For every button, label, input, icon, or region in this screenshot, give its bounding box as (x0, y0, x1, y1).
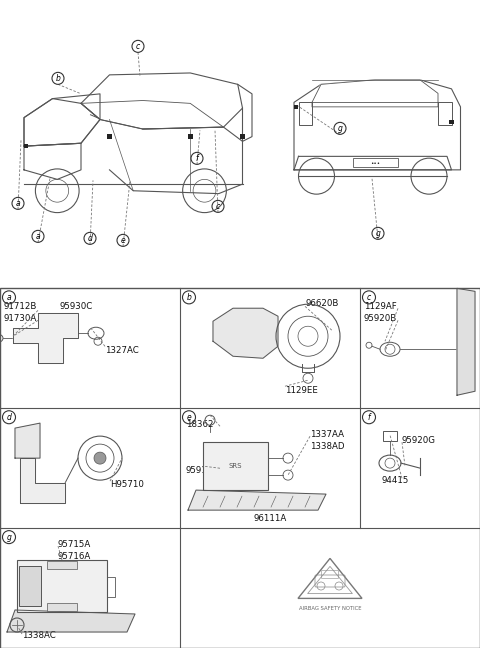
Bar (240, 134, 245, 139)
Polygon shape (457, 288, 475, 395)
Text: c: c (367, 293, 371, 302)
Bar (47, 603, 77, 611)
Text: a: a (7, 293, 12, 302)
Text: 96111A: 96111A (253, 514, 287, 523)
Polygon shape (188, 490, 326, 510)
Bar (47, 561, 77, 569)
Bar (24, 144, 28, 148)
Text: H95710: H95710 (110, 480, 144, 489)
Polygon shape (81, 100, 224, 129)
Polygon shape (213, 308, 278, 358)
Circle shape (94, 452, 106, 464)
Text: 18362: 18362 (186, 420, 214, 429)
Bar (107, 577, 115, 597)
Bar (352, 158, 397, 167)
Text: 95930C: 95930C (60, 302, 93, 311)
Text: a: a (16, 199, 20, 208)
Text: 95715A: 95715A (58, 540, 91, 549)
Text: •••: ••• (370, 161, 380, 166)
Bar (299, 102, 312, 125)
Text: 91712B: 91712B (4, 302, 37, 311)
Bar (19, 566, 41, 606)
Text: 1129AF: 1129AF (364, 302, 397, 311)
Bar (0, 288, 480, 648)
Polygon shape (312, 80, 438, 107)
Polygon shape (13, 313, 78, 364)
Text: 1327AC: 1327AC (105, 346, 139, 355)
Text: c: c (136, 42, 140, 51)
Text: 95920B: 95920B (364, 314, 397, 323)
Bar (203, 442, 268, 490)
Text: d: d (87, 234, 93, 243)
Text: c: c (216, 202, 220, 211)
Bar (438, 102, 452, 125)
Bar (383, 431, 397, 441)
Text: g: g (7, 533, 12, 542)
Text: b: b (187, 293, 192, 302)
Text: f: f (368, 413, 370, 422)
Bar (294, 104, 298, 109)
Text: 95910: 95910 (186, 466, 213, 475)
Bar (107, 134, 112, 139)
Polygon shape (20, 458, 65, 503)
Text: e: e (120, 236, 125, 245)
Text: 94415: 94415 (382, 476, 409, 485)
Text: f: f (196, 154, 198, 163)
Polygon shape (7, 610, 135, 632)
Text: 1338AC: 1338AC (22, 632, 56, 640)
Text: g: g (337, 124, 342, 133)
Polygon shape (24, 94, 100, 146)
Text: 1338AD: 1338AD (310, 442, 345, 451)
Text: 1337AA: 1337AA (310, 430, 344, 439)
Text: e: e (187, 413, 192, 422)
Polygon shape (15, 423, 40, 458)
Text: g: g (375, 229, 381, 238)
Polygon shape (24, 98, 100, 146)
Text: 95716A: 95716A (58, 551, 91, 561)
Text: 96620B: 96620B (305, 299, 338, 308)
Text: 1129EE: 1129EE (285, 386, 318, 395)
Text: 95920G: 95920G (402, 435, 436, 445)
Text: AIRBAG SAFETY NOTICE: AIRBAG SAFETY NOTICE (299, 607, 361, 612)
Polygon shape (294, 80, 460, 170)
Text: d: d (7, 413, 12, 422)
Text: SRS: SRS (228, 463, 242, 469)
Text: 91730A: 91730A (4, 314, 37, 323)
Bar (449, 120, 454, 124)
Bar (188, 134, 192, 139)
Text: a: a (36, 232, 40, 241)
Bar (17, 560, 107, 612)
Text: b: b (56, 74, 60, 83)
Polygon shape (81, 73, 242, 129)
